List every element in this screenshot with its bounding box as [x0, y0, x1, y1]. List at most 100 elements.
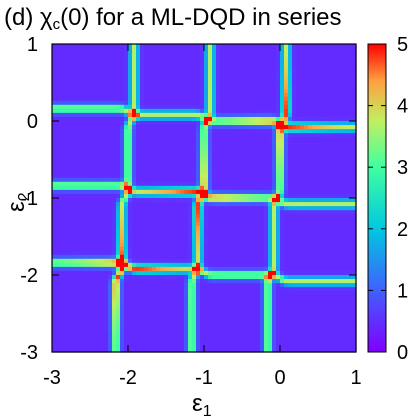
heatmap-cell — [300, 327, 305, 333]
heatmap-cell — [80, 266, 85, 272]
heatmap-cell — [148, 169, 153, 175]
heatmap-cell — [284, 250, 289, 256]
heatmap-cell — [224, 206, 229, 211]
heatmap-cell — [256, 185, 261, 191]
heatmap-cell — [260, 291, 265, 296]
heatmap-cell — [304, 157, 309, 163]
heatmap-cell — [248, 214, 253, 219]
heatmap-cell — [116, 56, 121, 61]
heatmap-cell — [64, 153, 69, 159]
heatmap-cell — [104, 234, 109, 240]
heatmap-cell — [236, 153, 241, 159]
heatmap-cell — [300, 202, 305, 207]
heatmap-cell — [76, 153, 81, 159]
heatmap-cell — [108, 108, 113, 114]
heatmap-cell — [296, 169, 301, 175]
heatmap-cell — [204, 100, 209, 106]
heatmap-cell — [280, 242, 285, 248]
heatmap-cell — [284, 145, 289, 150]
heatmap-cell — [60, 307, 65, 313]
heatmap-cell — [128, 230, 133, 236]
heatmap-cell — [240, 291, 245, 296]
heatmap-cell — [84, 279, 89, 284]
heatmap-cell — [128, 311, 133, 317]
heatmap-cell — [168, 60, 173, 65]
heatmap-cell — [240, 189, 245, 195]
heatmap-cell — [188, 279, 193, 284]
heatmap-cell — [196, 149, 201, 155]
heatmap-cell — [84, 149, 89, 155]
heatmap-cell — [124, 270, 129, 276]
heatmap-cell — [240, 96, 245, 102]
heatmap-cell — [100, 331, 105, 337]
heatmap-cell — [176, 153, 181, 159]
heatmap-cell — [192, 270, 197, 276]
heatmap-cell — [236, 291, 241, 296]
heatmap-cell — [192, 84, 197, 90]
heatmap-cell — [116, 189, 121, 195]
heatmap-cell — [164, 234, 169, 240]
heatmap-cell — [220, 112, 225, 118]
heatmap-cell — [124, 315, 129, 321]
heatmap-cell — [160, 226, 165, 232]
heatmap-cell — [84, 100, 89, 106]
heatmap-cell — [196, 311, 201, 317]
heatmap-cell — [272, 331, 277, 337]
heatmap-cell — [120, 303, 125, 309]
heatmap-cell — [260, 343, 265, 349]
heatmap-cell — [72, 202, 77, 207]
heatmap-cell — [212, 121, 217, 126]
heatmap-cell — [168, 189, 173, 195]
heatmap-cell — [176, 218, 181, 223]
heatmap-cell — [284, 112, 289, 118]
heatmap-cell — [224, 311, 229, 317]
heatmap-cell — [80, 133, 85, 138]
heatmap-cell — [84, 343, 89, 349]
heatmap-cell — [172, 173, 177, 179]
heatmap-cell — [188, 214, 193, 219]
heatmap-cell — [224, 262, 229, 268]
heatmap-cell — [260, 210, 265, 215]
heatmap-cell — [196, 121, 201, 126]
heatmap-cell — [100, 254, 105, 260]
heatmap-cell — [200, 323, 205, 329]
heatmap-cell — [84, 202, 89, 207]
heatmap-cell — [116, 129, 121, 134]
heatmap-cell — [228, 214, 233, 219]
heatmap-cell — [108, 315, 113, 321]
heatmap-cell — [212, 206, 217, 211]
heatmap-cell — [248, 315, 253, 321]
heatmap-cell — [296, 68, 301, 73]
heatmap-cell — [180, 323, 185, 329]
heatmap-cell — [284, 214, 289, 219]
heatmap-cell — [120, 88, 125, 94]
heatmap-cell — [188, 100, 193, 106]
heatmap-cell — [164, 283, 169, 288]
heatmap-cell — [72, 311, 77, 317]
heatmap-cell — [108, 254, 113, 260]
heatmap-cell — [244, 210, 249, 215]
heatmap-cell — [160, 319, 165, 325]
heatmap-cell — [108, 258, 113, 264]
heatmap-cell — [188, 242, 193, 248]
heatmap-cell — [260, 177, 265, 183]
heatmap-cell — [280, 96, 285, 102]
heatmap-cell — [96, 226, 101, 232]
heatmap-cell — [228, 84, 233, 90]
heatmap-cell — [136, 133, 141, 138]
heatmap-cell — [160, 173, 165, 179]
heatmap-cell — [68, 181, 73, 187]
heatmap-cell — [148, 222, 153, 227]
heatmap-cell — [244, 52, 249, 57]
heatmap-cell — [72, 242, 77, 248]
heatmap-cell — [208, 331, 213, 337]
heatmap-cell — [132, 96, 137, 102]
heatmap-cell — [260, 60, 265, 65]
heatmap-cell — [76, 246, 81, 252]
heatmap-cell — [76, 44, 81, 49]
heatmap-cell — [132, 44, 137, 49]
heatmap-cell — [292, 347, 297, 353]
heatmap-cell — [76, 270, 81, 276]
heatmap-cell — [272, 100, 277, 106]
heatmap-cell — [312, 238, 317, 244]
